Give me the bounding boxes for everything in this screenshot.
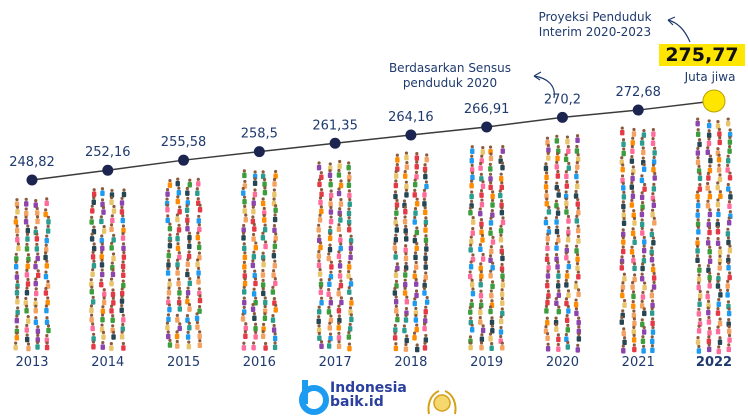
census-annotation-line1: Berdasarkan Sensus xyxy=(388,61,512,75)
value-label: 258,5 xyxy=(241,127,278,142)
crowd-column xyxy=(467,145,506,351)
year-label: 2019 xyxy=(470,355,503,370)
award-seal-icon xyxy=(427,390,457,415)
data-point xyxy=(632,104,644,116)
trend-line-layer xyxy=(31,100,715,181)
annotation-arrows xyxy=(533,16,691,99)
crowd-column xyxy=(392,151,430,353)
data-point xyxy=(102,164,114,176)
year-label: 2020 xyxy=(546,355,579,370)
data-point xyxy=(556,111,568,123)
crowd-column xyxy=(695,117,733,355)
value-label: 248,82 xyxy=(9,155,55,170)
crowd-column xyxy=(240,169,278,351)
logo-b-stem-icon xyxy=(302,380,308,404)
value-label: 264,16 xyxy=(388,110,434,125)
year-label: 2015 xyxy=(167,355,200,370)
year-label: 2021 xyxy=(622,355,655,370)
projection-arrow-head xyxy=(667,16,676,26)
value-label: 266,91 xyxy=(464,102,510,117)
value-label: 272,68 xyxy=(615,85,661,100)
value-label: 255,58 xyxy=(161,135,207,150)
year-labels: 2013 2014 2015 2016 2017 2018 2019 2020 2021 2022 xyxy=(15,355,732,370)
census-arrow-head xyxy=(533,71,542,81)
projection-arrow xyxy=(667,19,691,43)
unit-label: Juta jiwa xyxy=(684,70,736,84)
census-annotation-line2: penduduk 2020 xyxy=(402,76,498,90)
crowd-column xyxy=(164,177,203,350)
highlight-value-badge: 275,77 xyxy=(659,44,745,66)
highlight-data-point xyxy=(702,89,726,113)
year-label: 2014 xyxy=(91,355,124,370)
brand-logo xyxy=(299,380,329,415)
brand-name: Indonesia baik.id xyxy=(330,381,407,409)
census-arrow xyxy=(533,75,555,99)
year-label: 2016 xyxy=(243,355,276,370)
projection-annotation-line2: Interim 2020-2023 xyxy=(538,25,652,39)
data-point xyxy=(178,154,190,166)
data-point xyxy=(481,121,493,133)
data-point xyxy=(329,137,341,149)
crowd-column xyxy=(619,126,657,354)
year-label: 2018 xyxy=(394,355,427,370)
year-label: 2017 xyxy=(319,355,352,370)
brand-name-line2: baik.id xyxy=(330,394,384,410)
crowd-illustrations xyxy=(13,117,733,355)
value-labels: 248,82 252,16 255,58 258,5 261,35 264,16 266,9… xyxy=(9,85,661,170)
value-label: 270,2 xyxy=(544,92,581,107)
trend-line xyxy=(31,100,715,181)
data-point xyxy=(253,146,265,158)
value-label: 252,16 xyxy=(85,145,131,160)
crowd-column xyxy=(543,134,582,353)
brand-name-line1: Indonesia xyxy=(330,380,407,396)
data-point xyxy=(26,174,38,186)
data-markers xyxy=(26,89,726,186)
projection-annotation: Proyeksi Penduduk Interim 2020-2023 xyxy=(520,10,670,40)
value-label: 261,35 xyxy=(312,118,358,133)
data-point xyxy=(405,129,417,141)
year-label: 2013 xyxy=(15,355,48,370)
crowd-column xyxy=(316,159,354,352)
crowd-column xyxy=(13,197,51,352)
crowd-column xyxy=(89,187,127,351)
year-label: 2022 xyxy=(696,355,732,370)
projection-annotation-line1: Proyeksi Penduduk xyxy=(538,10,652,24)
census-annotation: Berdasarkan Sensus penduduk 2020 xyxy=(370,61,530,91)
